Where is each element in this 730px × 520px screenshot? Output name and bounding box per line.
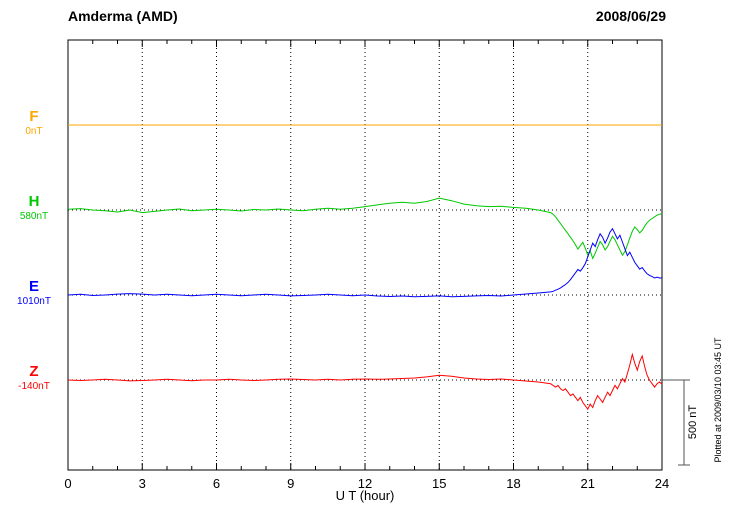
x-tick-label: 6 <box>213 476 220 491</box>
trace-label-H: H 580nT <box>8 193 60 222</box>
trace-label-E: E 1010nT <box>8 278 60 307</box>
trace-baseline-H: 580nT <box>19 210 49 222</box>
trace-baseline-F: 0nT <box>25 125 43 137</box>
x-tick-label: 9 <box>287 476 294 491</box>
trace-baseline-Z: -140nT <box>18 380 50 392</box>
trace-label-F: F 0nT <box>8 108 60 137</box>
x-tick-label: 18 <box>506 476 520 491</box>
trace-letter-H: H <box>28 193 40 210</box>
trace-letter-Z: Z <box>29 363 39 380</box>
x-tick-label: 0 <box>64 476 71 491</box>
scale-bar-label: 500 nT <box>687 404 699 440</box>
x-axis-label: U T (hour) <box>335 488 395 503</box>
date-label: 2008/06/29 <box>595 8 666 24</box>
trace-baseline-E: 1010nT <box>17 295 51 307</box>
x-tick-label: 15 <box>432 476 446 491</box>
x-tick-label: 21 <box>581 476 595 491</box>
trace-label-Z: Z -140nT <box>8 363 60 392</box>
x-tick-label: 3 <box>139 476 146 491</box>
x-tick-label: 24 <box>655 476 669 491</box>
trace-Z <box>67 352 663 411</box>
trace-letter-E: E <box>28 278 39 295</box>
trace-E <box>67 227 662 298</box>
plotted-at-note: Plotted at 2009/03/10 03:45 UT <box>713 337 723 463</box>
trace-H <box>67 197 663 260</box>
x-tick-label: 12 <box>358 476 372 491</box>
trace-letter-F: F <box>29 108 39 125</box>
station-title: Amderma (AMD) <box>68 8 178 24</box>
